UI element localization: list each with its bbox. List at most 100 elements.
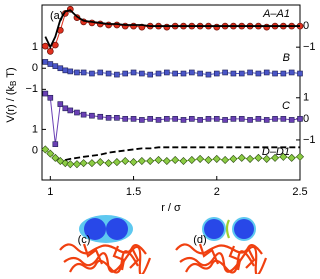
marker <box>263 117 270 123</box>
marker <box>155 117 162 123</box>
marker <box>213 23 221 31</box>
marker <box>89 112 95 119</box>
x-axis-label: r / σ <box>161 202 181 214</box>
marker <box>46 48 54 55</box>
marker <box>41 42 49 50</box>
marker <box>197 117 203 123</box>
y-tick-label: 0 <box>32 62 38 74</box>
y2-tick-label: −1 <box>303 134 316 146</box>
marker <box>137 156 146 166</box>
marker <box>154 155 163 164</box>
marker <box>52 63 59 69</box>
marker <box>146 156 155 166</box>
marker <box>112 158 121 167</box>
polymer <box>179 245 268 277</box>
marker <box>197 70 203 77</box>
marker <box>163 23 171 31</box>
y-axis-label: V(r) / (kB T) <box>5 67 18 122</box>
marker <box>213 116 220 122</box>
polymer <box>198 243 256 271</box>
annotation: B <box>283 52 290 64</box>
y-tick-label: −1 <box>25 83 38 95</box>
polymer <box>63 245 152 277</box>
marker <box>87 159 96 168</box>
marker <box>271 153 280 162</box>
marker <box>222 69 228 76</box>
marker <box>139 117 145 123</box>
marker <box>97 113 104 120</box>
x-tick-label: 1 <box>47 186 53 198</box>
series-line <box>45 61 301 76</box>
marker <box>222 117 228 123</box>
marker <box>263 69 270 76</box>
marker <box>288 69 295 76</box>
marker <box>47 94 54 101</box>
marker <box>287 153 296 162</box>
marker <box>51 153 60 162</box>
marker <box>205 71 212 78</box>
marker <box>66 160 75 169</box>
marker <box>246 154 255 163</box>
marker <box>180 117 187 123</box>
plot-frame <box>41 4 301 181</box>
marker <box>279 152 288 161</box>
y2-tick-label: 1 <box>303 92 309 104</box>
series-line <box>45 93 301 145</box>
y2-tick-label: 0 <box>303 20 309 32</box>
marker <box>67 107 74 114</box>
marker <box>47 61 54 67</box>
marker <box>204 155 213 164</box>
marker <box>288 117 295 123</box>
marker <box>272 70 278 77</box>
marker <box>172 70 178 77</box>
marker <box>272 116 278 122</box>
particle <box>106 218 128 240</box>
annotation: C <box>282 100 290 112</box>
marker <box>67 68 74 75</box>
marker <box>213 70 220 77</box>
marker <box>62 105 69 112</box>
bridge <box>225 219 231 239</box>
series-line <box>44 9 300 50</box>
marker <box>196 154 205 163</box>
particle <box>204 219 224 239</box>
marker <box>164 116 170 122</box>
marker <box>280 70 287 77</box>
marker <box>57 65 64 72</box>
marker <box>72 160 81 169</box>
panel-c <box>59 215 152 277</box>
marker <box>229 154 238 163</box>
marker <box>221 155 230 164</box>
marker <box>155 70 162 77</box>
marker <box>262 154 271 163</box>
marker <box>41 145 50 154</box>
marker <box>61 159 70 168</box>
marker <box>230 116 237 122</box>
y-axis-label-end: T) <box>5 67 17 80</box>
x-tick-label: 2 <box>214 186 220 198</box>
marker <box>247 69 253 76</box>
marker <box>180 70 187 77</box>
panel-label: (d) <box>193 234 206 246</box>
marker <box>80 69 87 76</box>
marker <box>230 70 237 77</box>
particle <box>84 218 106 240</box>
marker <box>42 59 49 65</box>
marker <box>139 70 145 77</box>
marker <box>205 116 212 122</box>
marker <box>79 159 88 168</box>
marker <box>247 117 253 123</box>
marker <box>162 156 171 166</box>
marker <box>172 116 178 122</box>
marker <box>147 71 153 78</box>
panel-d <box>175 217 268 277</box>
marker <box>105 70 112 77</box>
y-tick-label: 1 <box>32 123 38 135</box>
y2-tick-label: 0 <box>303 113 309 125</box>
annotation: A–A1 <box>262 8 290 20</box>
marker <box>122 116 129 122</box>
marker <box>52 141 59 147</box>
x-tick-label: 1.5 <box>126 186 141 198</box>
